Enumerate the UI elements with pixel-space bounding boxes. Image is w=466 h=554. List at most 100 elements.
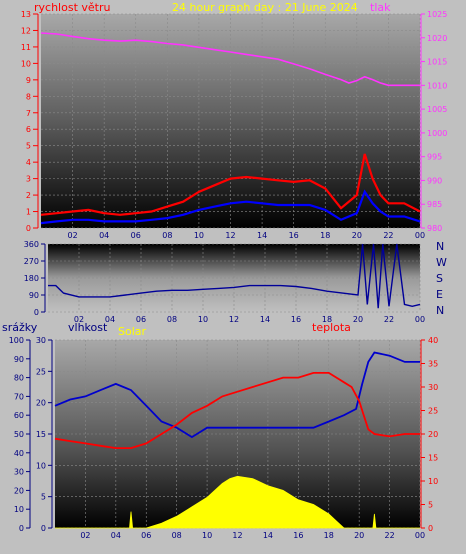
precipitation-tick-label: 70 — [14, 392, 24, 401]
x-tick-label: 10 — [194, 231, 204, 240]
pressure-tick-label: 980 — [427, 224, 442, 233]
x-tick-label: 20 — [354, 531, 364, 540]
x-tick-label: 10 — [202, 531, 212, 540]
x-tick-label: 16 — [291, 315, 301, 324]
x-tick-label: 06 — [141, 531, 151, 540]
wind-speed-tick-label: 4 — [26, 158, 31, 167]
wind-speed-tick-label: 3 — [26, 175, 31, 184]
wind-speed-tick-label: 6 — [26, 125, 31, 134]
x-tick-label: 22 — [384, 531, 394, 540]
precipitation-tick-label: 30 — [14, 468, 24, 477]
x-tick-label: 04 — [105, 315, 115, 324]
left-axis-label-wind-speed: rychlost větru — [34, 1, 110, 14]
x-tick-label: 18 — [322, 315, 332, 324]
humidity-tick-label: 10 — [36, 461, 46, 470]
x-tick-label: 08 — [167, 315, 177, 324]
wind-average-series-line — [40, 189, 421, 225]
wind-speed-tick-label: 11 — [21, 43, 31, 52]
x-tick-label: 02 — [80, 531, 90, 540]
axis-label-temperature: teplota — [312, 321, 351, 334]
humidity-tick-label: 5 — [41, 493, 46, 502]
pressure-tick-label: 995 — [427, 153, 442, 162]
x-tick-label: 00 — [415, 231, 425, 240]
humidity-tick-label: 30 — [36, 336, 46, 345]
precipitation-tick-label: 100 — [9, 336, 24, 345]
x-tick-label: 20 — [352, 231, 362, 240]
precipitation-tick-label: 50 — [14, 430, 24, 439]
precipitation-tick-label: 90 — [14, 355, 24, 364]
wind-gust-series-line — [40, 153, 421, 216]
wind-speed-tick-label: 2 — [26, 191, 31, 200]
humidity-series-line — [54, 351, 420, 439]
temperature-tick-label: 35 — [428, 360, 438, 369]
right-axis-label-pressure: tlak — [370, 1, 391, 14]
x-tick-label: 06 — [131, 231, 141, 240]
precipitation-tick-label: 20 — [14, 486, 24, 495]
wind-direction-tick-label: 360 — [24, 240, 39, 249]
precipitation-tick-label: 40 — [14, 449, 24, 458]
humidity-tick-label: 15 — [36, 430, 46, 439]
x-tick-label: 14 — [257, 231, 267, 240]
x-tick-label: 02 — [74, 315, 84, 324]
wind-speed-tick-label: 10 — [21, 59, 31, 68]
pressure-tick-label: 985 — [427, 200, 442, 209]
x-tick-label: 04 — [99, 231, 109, 240]
wind-speed-tick-label: 5 — [26, 142, 31, 151]
compass-label: E — [436, 288, 443, 301]
wind-speed-tick-label: 12 — [21, 26, 31, 35]
temperature-tick-label: 0 — [428, 524, 433, 533]
pressure-tick-label: 1020 — [427, 34, 447, 43]
x-tick-label: 12 — [229, 315, 239, 324]
pressure-tick-label: 1000 — [427, 129, 447, 138]
wind-speed-tick-label: 13 — [21, 10, 31, 19]
solar-series-area — [55, 475, 420, 529]
x-tick-label: 16 — [293, 531, 303, 540]
wind-speed-tick-label: 7 — [26, 109, 31, 118]
x-tick-label: 10 — [198, 315, 208, 324]
pressure-tick-label: 1015 — [427, 58, 447, 67]
x-tick-label: 18 — [320, 231, 330, 240]
pressure-series-line — [40, 32, 420, 87]
wind-direction-tick-label: 90 — [29, 291, 39, 300]
temperature-tick-label: 5 — [428, 501, 433, 510]
pressure-tick-label: 1005 — [427, 105, 447, 114]
x-tick-label: 12 — [225, 231, 235, 240]
humidity-tick-label: 0 — [41, 524, 46, 533]
wind-direction-tick-label: 0 — [34, 308, 39, 317]
x-tick-label: 04 — [111, 531, 121, 540]
temperature-tick-label: 40 — [428, 336, 438, 345]
x-tick-label: 08 — [172, 531, 182, 540]
humidity-tick-label: 25 — [36, 367, 46, 376]
x-tick-label: 14 — [260, 315, 270, 324]
temperature-tick-label: 20 — [428, 430, 438, 439]
x-tick-label: 16 — [289, 231, 299, 240]
chart-title: 24 hour graph day : 21 June 2024 — [172, 1, 358, 14]
humidity-tick-label: 20 — [36, 399, 46, 408]
pressure-tick-label: 1025 — [427, 10, 447, 19]
pressure-tick-label: 990 — [427, 176, 442, 185]
x-tick-label: 06 — [136, 315, 146, 324]
x-tick-label: 18 — [324, 531, 334, 540]
temperature-tick-label: 10 — [428, 477, 438, 486]
wind-speed-tick-label: 0 — [26, 224, 31, 233]
x-tick-label: 02 — [67, 231, 77, 240]
temperature-tick-label: 15 — [428, 454, 438, 463]
precipitation-tick-label: 60 — [14, 411, 24, 420]
compass-label: W — [436, 256, 447, 269]
x-tick-label: 00 — [415, 531, 425, 540]
x-tick-label: 12 — [232, 531, 242, 540]
x-tick-label: 20 — [353, 315, 363, 324]
x-tick-label: 08 — [162, 231, 172, 240]
wind-direction-tick-label: 180 — [24, 274, 39, 283]
precipitation-tick-label: 0 — [19, 524, 24, 533]
temperature-series-line — [54, 371, 420, 450]
solar-label: Solar — [118, 325, 147, 338]
compass-label: S — [436, 272, 443, 285]
x-tick-label: 22 — [384, 315, 394, 324]
wind-speed-tick-label: 9 — [26, 76, 31, 85]
precipitation-tick-label: 10 — [14, 505, 24, 514]
wind-speed-tick-label: 8 — [26, 92, 31, 101]
wind-speed-tick-label: 1 — [26, 208, 31, 217]
compass-label: N — [436, 240, 444, 253]
